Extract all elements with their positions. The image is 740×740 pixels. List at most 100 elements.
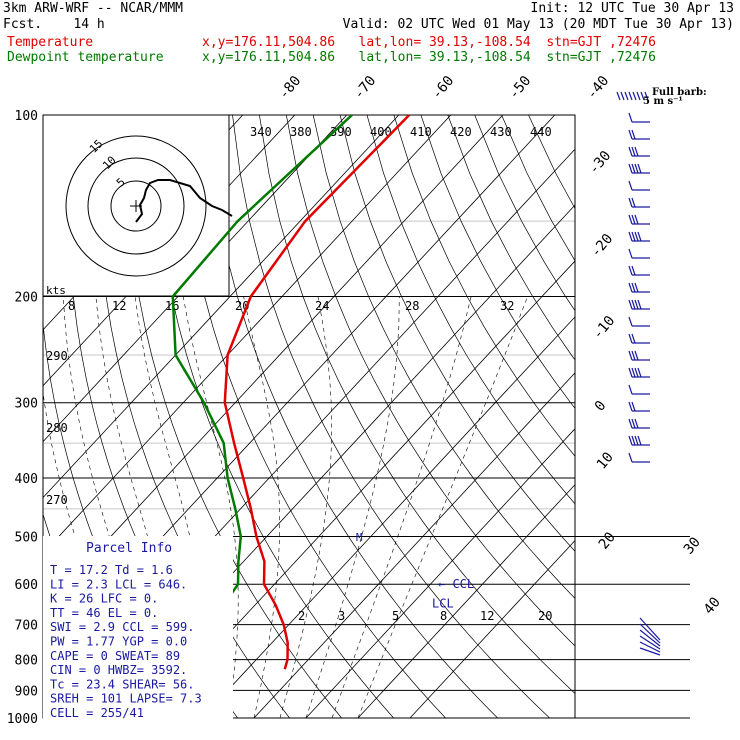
- moist-adiabat-line: [243, 296, 281, 719]
- mixing-ratio-label: 3: [338, 609, 345, 623]
- wind-barb-feather: [628, 248, 633, 259]
- wind-barb-feather: [628, 146, 633, 157]
- wind-barb-feather: [628, 214, 633, 225]
- barb-key-unit: 5 m s⁻¹: [643, 96, 683, 107]
- marker-ccl: ← CCL: [438, 577, 474, 591]
- temperature-tick-label: -60: [429, 73, 458, 103]
- mixing-ratio-label: 8: [440, 609, 447, 623]
- wind-barb: [628, 214, 650, 225]
- theta-label: 420: [450, 125, 472, 139]
- dry-adiabat-line: [285, 115, 575, 647]
- parcel-info-row: Tc = 23.4 SHEAR= 56.: [50, 677, 195, 691]
- isotherm-line: [305, 428, 575, 719]
- pressure-tick-label: 300: [15, 397, 38, 412]
- barb-key-feather: [628, 91, 633, 101]
- mixing-ratio-label: 5: [392, 609, 399, 623]
- wind-barb-feather: [628, 112, 633, 123]
- parcel-info-row: CAPE = 0 SWEAT= 89: [50, 649, 180, 663]
- theta-label: 440: [530, 125, 552, 139]
- parcel-info-row: T = 17.2 Td = 1.6: [50, 563, 173, 577]
- temperature-tick-label: 40: [701, 594, 724, 617]
- wind-barb-feather: [634, 350, 639, 361]
- wind-barb-feather: [631, 197, 636, 208]
- pressure-tick-label: 200: [15, 291, 38, 306]
- wind-barb-feather: [634, 299, 639, 310]
- isotherm-line: [409, 539, 575, 719]
- wind-barb-feather: [631, 282, 636, 293]
- low-level-barb: [639, 641, 661, 653]
- parcel-info-row: TT = 46 EL = 0.: [50, 606, 158, 620]
- model-title: 3km ARW-WRF -- NCAR/MMM: [3, 1, 184, 16]
- parcel-info-row: K = 26 LFC = 0.: [50, 592, 158, 606]
- wind-barb-feather: [628, 452, 633, 463]
- mixing-ratio-label: 20: [538, 609, 552, 623]
- wind-barb: [628, 231, 650, 242]
- wind-barb: [628, 180, 650, 191]
- wind-barb: [628, 452, 650, 463]
- isotherm-line: [43, 115, 348, 443]
- barb-key-feather: [632, 91, 637, 101]
- wind-barb-feather: [628, 316, 633, 327]
- low-level-barb: [639, 629, 661, 647]
- barb-key-label: Full barb:: [652, 87, 707, 98]
- wind-barb: [628, 316, 650, 327]
- barb-key-feather: [636, 91, 641, 101]
- dry-adiabat-line: [393, 115, 575, 457]
- isotherm-line: [43, 115, 504, 610]
- theta-label: 340: [250, 125, 272, 139]
- pressure-tick-label: 900: [15, 684, 38, 699]
- parcel-info-row: CELL = 255/41: [50, 706, 144, 720]
- wind-barb-feather: [631, 231, 636, 242]
- wind-barb-feather: [631, 367, 636, 378]
- wind-barb-feather: [631, 163, 636, 174]
- wind-barb: [628, 282, 650, 293]
- dry-adiabat-line: [232, 115, 550, 719]
- wind-barb-feather: [631, 401, 636, 412]
- hodograph-ring: [87, 157, 185, 255]
- wind-barb-feather: [628, 197, 633, 208]
- wind-barb-feather: [631, 214, 636, 225]
- dry-adiabat-line: [447, 115, 575, 361]
- dry-adiabat-line: [151, 115, 394, 719]
- wind-barb-feather: [634, 163, 639, 174]
- dry-adiabat-line: [474, 115, 575, 312]
- wind-barb: [628, 333, 650, 344]
- parcel-info-row: SWI = 2.9 CCL = 599.: [50, 620, 195, 634]
- wind-barb-feather: [631, 435, 636, 446]
- isotherm-line: [149, 260, 575, 719]
- low-level-barb: [639, 647, 661, 656]
- wind-barb-feather: [631, 333, 636, 344]
- temperature-tick-label: 30: [681, 534, 704, 557]
- dry-adiabat-line: [339, 115, 575, 552]
- parcel-info-box: [43, 536, 233, 730]
- wind-barb: [628, 146, 650, 157]
- isotherm-line: [253, 372, 575, 719]
- wind-barb-feather: [631, 299, 636, 310]
- wind-barb-feather: [634, 146, 639, 157]
- wind-speed-label: 24: [315, 299, 329, 313]
- temperature-tick-label: -70: [351, 73, 380, 103]
- pressure-tick-label: 700: [15, 619, 38, 634]
- wind-barb-feather: [628, 384, 633, 395]
- wind-barb-feather: [634, 231, 639, 242]
- temperature-tick-label: -50: [506, 73, 535, 103]
- wind-barb-feather: [631, 418, 636, 429]
- low-level-barb: [639, 617, 661, 641]
- hodograph-ring: [65, 135, 207, 277]
- wind-barb: [628, 265, 650, 276]
- dry-adiabat-line: [501, 115, 575, 262]
- pressure-tick-label: 100: [15, 109, 38, 124]
- wind-barb-feather: [637, 231, 642, 242]
- wind-barb-feather: [637, 435, 642, 446]
- init-time: Init: 12 UTC Tue 30 Apr 13: [530, 1, 735, 16]
- isotherm-line: [357, 484, 575, 719]
- pressure-tick-label: 600: [15, 578, 38, 593]
- moist-adiabat-line: [182, 296, 239, 719]
- wind-barb-feather: [628, 163, 633, 174]
- temperature-legend: Temperature: [7, 35, 94, 50]
- wind-barb-feather: [631, 129, 636, 140]
- barb-key-feather: [640, 91, 645, 101]
- wind-barb-feather: [637, 299, 642, 310]
- hodograph-ring: [110, 180, 162, 232]
- temperature-tick-label: 20: [596, 529, 619, 552]
